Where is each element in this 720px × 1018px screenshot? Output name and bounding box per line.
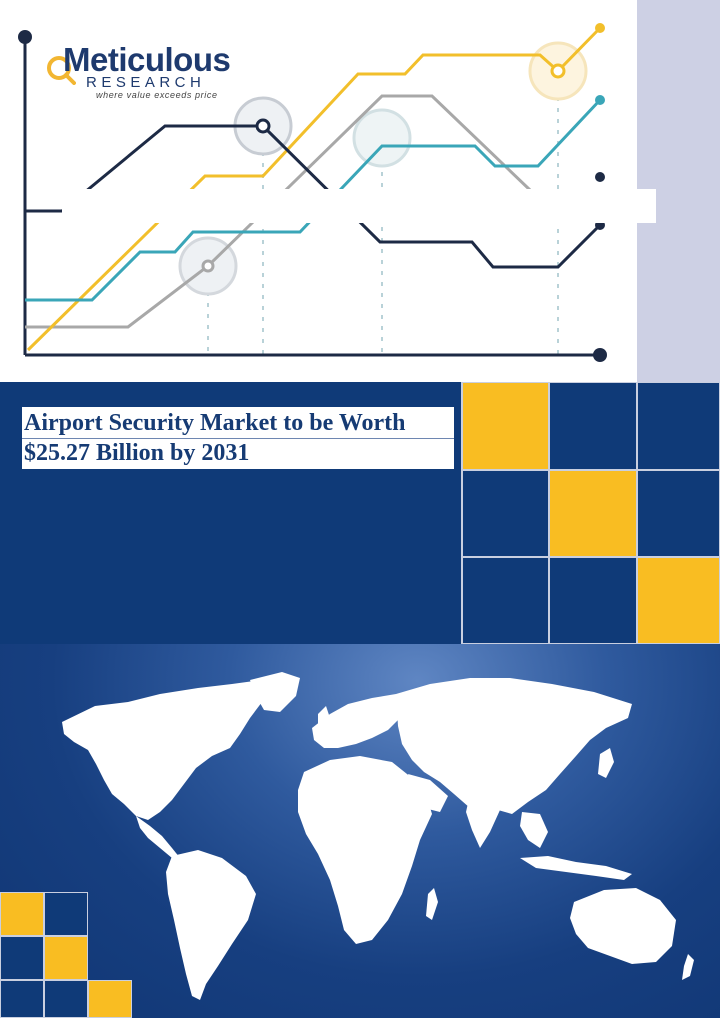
grid-square	[44, 892, 88, 936]
line-chart-illustration	[18, 23, 607, 362]
header-graphic: Meticulous RESEARCH where value exceeds …	[0, 0, 720, 382]
grid-square	[0, 892, 44, 936]
grid-square	[637, 382, 720, 470]
grid-square	[462, 470, 549, 557]
grid-square	[549, 470, 637, 557]
grid-square	[549, 382, 637, 470]
brand-tagline: where value exceeds price	[96, 90, 218, 100]
magnifier-icon	[47, 56, 76, 85]
title-line-2: $25.27 Billion by 2031	[24, 440, 250, 466]
grid-square	[0, 382, 462, 644]
grid-square	[637, 557, 720, 644]
grid-square	[44, 980, 88, 1018]
grid-square	[0, 980, 44, 1018]
white-band	[62, 189, 656, 223]
grid-square	[0, 936, 44, 980]
grid-square	[462, 557, 549, 644]
brand-sub: RESEARCH	[86, 74, 206, 91]
grid-square	[462, 382, 549, 470]
brand-name: Meticulous	[63, 41, 231, 78]
world-map-panel	[0, 644, 720, 1018]
grid-square	[88, 980, 132, 1018]
title-box: Airport Security Market to be Worth $25.…	[22, 407, 454, 469]
grid-square	[549, 557, 637, 644]
grid-square	[637, 470, 720, 557]
world-map-icon	[62, 672, 694, 1000]
grid-square	[44, 936, 88, 980]
logo: Meticulous RESEARCH where value exceeds …	[40, 40, 240, 110]
title-line-1: Airport Security Market to be Worth	[24, 410, 406, 436]
title-divider	[22, 438, 454, 439]
